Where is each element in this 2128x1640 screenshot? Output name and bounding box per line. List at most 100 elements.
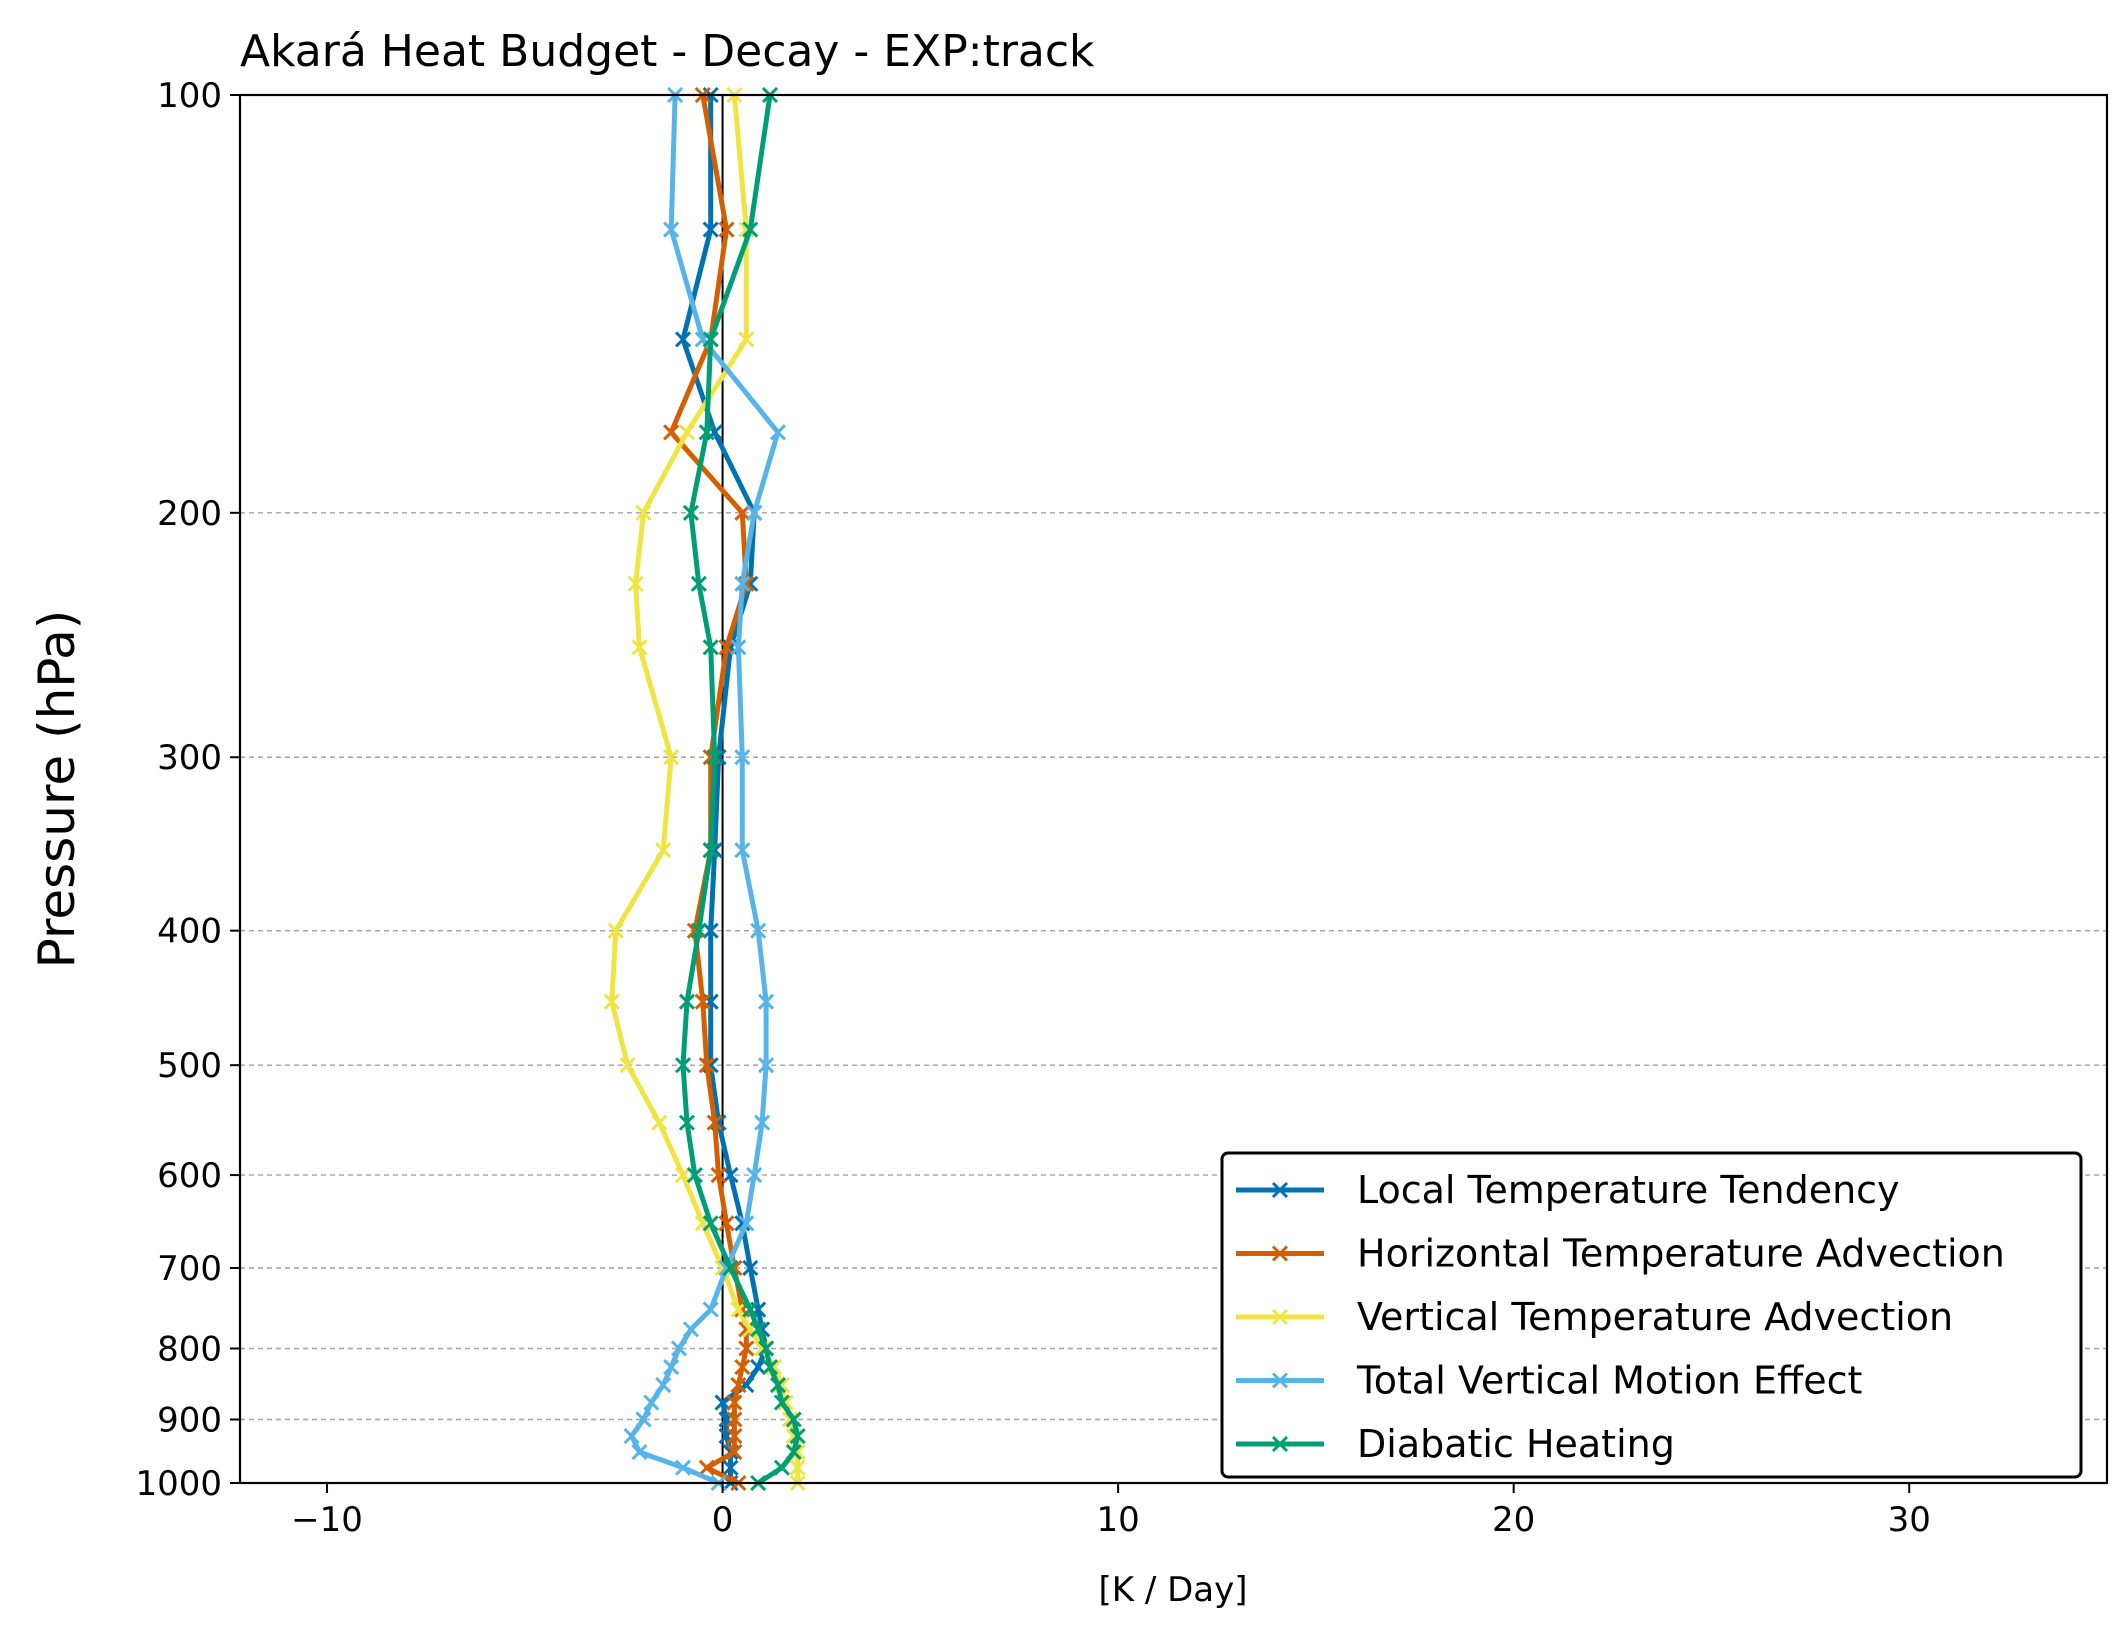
chart-title: Akará Heat Budget - Decay - EXP:track — [240, 26, 1095, 77]
data-point — [718, 221, 735, 238]
data-point — [730, 1376, 747, 1394]
legend-entry: Diabatic Heating — [1236, 1422, 1675, 1466]
data-point — [750, 922, 767, 939]
data-point — [690, 922, 707, 939]
y-tick-label: 1000 — [135, 1464, 222, 1504]
x-tick-label: 10 — [1096, 1500, 1139, 1540]
data-point — [682, 1321, 699, 1338]
series-5 — [674, 86, 806, 1492]
data-point — [702, 1215, 719, 1232]
data-point — [734, 1358, 751, 1376]
data-point — [651, 1114, 668, 1131]
y-tick-label: 600 — [157, 1156, 222, 1196]
series-4 — [623, 86, 787, 1492]
data-point — [750, 1321, 767, 1338]
data-point — [726, 1394, 743, 1411]
data-point — [738, 1340, 755, 1357]
y-tick-label: 900 — [157, 1400, 222, 1440]
data-point — [663, 424, 680, 441]
data-point — [734, 575, 751, 592]
x-tick-label: 30 — [1888, 1500, 1931, 1540]
data-point — [678, 1114, 696, 1131]
data-point — [655, 1376, 672, 1394]
data-point — [607, 922, 624, 939]
data-point — [702, 331, 719, 348]
data-point — [635, 504, 652, 521]
data-point — [789, 1427, 806, 1445]
data-point — [746, 1167, 763, 1184]
legend-marker — [1271, 1181, 1289, 1199]
y-tick-label: 800 — [157, 1329, 222, 1369]
data-point — [742, 1259, 759, 1277]
data-point — [742, 221, 759, 238]
data-point — [698, 1057, 715, 1074]
x-tick-label: −10 — [291, 1500, 363, 1540]
legend-label: Local Temperature Tendency — [1357, 1168, 1900, 1212]
y-tick-label: 700 — [157, 1249, 222, 1289]
data-point — [627, 575, 644, 592]
data-point — [694, 993, 711, 1010]
data-point — [769, 1376, 787, 1394]
legend-box — [1220, 1151, 2083, 1479]
y-axis-ticks: 100 200 300 400 500 600 700 800 900 1000 — [135, 76, 240, 1504]
data-point — [631, 639, 648, 656]
series-group — [603, 86, 806, 1492]
data-point — [758, 1340, 775, 1357]
data-point — [698, 424, 715, 441]
legend-marker — [1271, 1308, 1289, 1326]
x-tick-label: 0 — [712, 1500, 734, 1540]
legend-marker — [1271, 1245, 1289, 1262]
data-point — [702, 1301, 719, 1318]
data-point — [746, 504, 763, 521]
data-point — [773, 1394, 790, 1411]
data-point — [671, 1340, 688, 1357]
legend-entry: Total Vertical Motion Effect — [1236, 1359, 1862, 1403]
data-point — [702, 922, 719, 939]
axes-frame — [238, 93, 2109, 1485]
data-point — [789, 1459, 806, 1476]
data-point — [682, 504, 699, 521]
legend-entry: Horizontal Temperature Advection — [1236, 1232, 2005, 1276]
legend-label: Total Vertical Motion Effect — [1356, 1359, 1862, 1403]
y-axis-label: Pressure (hPa) — [28, 610, 86, 969]
data-point — [674, 1167, 692, 1184]
y-tick-label: 500 — [157, 1046, 222, 1086]
data-point — [722, 1259, 739, 1277]
data-point — [603, 993, 620, 1010]
data-point — [758, 1057, 775, 1074]
data-point — [663, 1358, 680, 1376]
data-point — [663, 221, 680, 238]
data-point — [702, 221, 719, 238]
data-point — [726, 1444, 743, 1461]
data-point — [726, 1411, 743, 1428]
x-axis-ticks: −10 0 10 20 30 — [291, 1483, 1931, 1540]
data-point — [734, 504, 751, 521]
data-point — [738, 1215, 755, 1232]
y-tick-label: 200 — [157, 494, 222, 534]
data-point — [706, 1114, 723, 1131]
data-point — [619, 1057, 636, 1074]
data-point — [722, 1459, 739, 1476]
data-point — [706, 749, 723, 766]
legend-label: Diabatic Heating — [1357, 1422, 1675, 1466]
data-point — [758, 993, 775, 1010]
data-point — [698, 1459, 715, 1476]
y-tick-label: 400 — [157, 912, 222, 952]
legend: Local Temperature Tendency Horizontal Tem… — [1220, 1151, 2083, 1479]
data-point — [714, 1394, 731, 1411]
x-axis-label: [K / Day] — [1098, 1570, 1247, 1610]
data-point — [785, 1411, 802, 1428]
data-point — [655, 842, 672, 859]
data-point — [742, 1301, 759, 1318]
data-point — [690, 575, 707, 592]
y-tick-label: 300 — [157, 738, 222, 778]
data-point — [718, 1215, 735, 1232]
data-point — [718, 639, 735, 656]
data-point — [702, 639, 719, 656]
data-point — [643, 1394, 660, 1411]
y-tick-label: 100 — [157, 76, 222, 116]
legend-entry: Local Temperature Tendency — [1236, 1168, 1900, 1212]
data-point — [773, 1459, 790, 1476]
data-point — [663, 749, 680, 766]
